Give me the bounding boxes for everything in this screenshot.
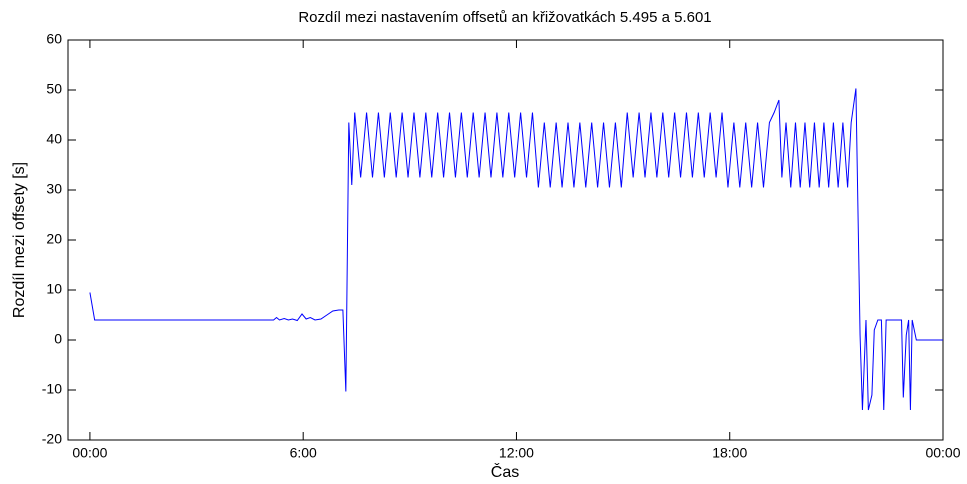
x-tick-label: 6:00 <box>290 445 317 461</box>
x-tick-label: 12:00 <box>499 445 534 461</box>
y-tick-label: 60 <box>46 31 62 47</box>
y-tick-label: 30 <box>46 181 62 197</box>
y-tick-label: 0 <box>54 331 62 347</box>
x-axis-label: Čas <box>491 462 519 481</box>
y-tick-label: -20 <box>42 431 62 447</box>
y-tick-label: 40 <box>46 131 62 147</box>
y-tick-label: 20 <box>46 231 62 247</box>
y-axis-label: Rozdíl mezi offsety [s] <box>11 162 28 318</box>
y-tick-label: -10 <box>42 381 62 397</box>
y-tick-label: 50 <box>46 81 62 97</box>
chart-title: Rozdíl mezi nastavením offsetů an křižov… <box>298 9 711 26</box>
y-tick-label: 10 <box>46 281 62 297</box>
x-tick-label: 00:00 <box>925 445 960 461</box>
x-tick-label: 00:00 <box>72 445 107 461</box>
data-line <box>89 88 943 411</box>
x-tick-label: 18:00 <box>712 445 747 461</box>
